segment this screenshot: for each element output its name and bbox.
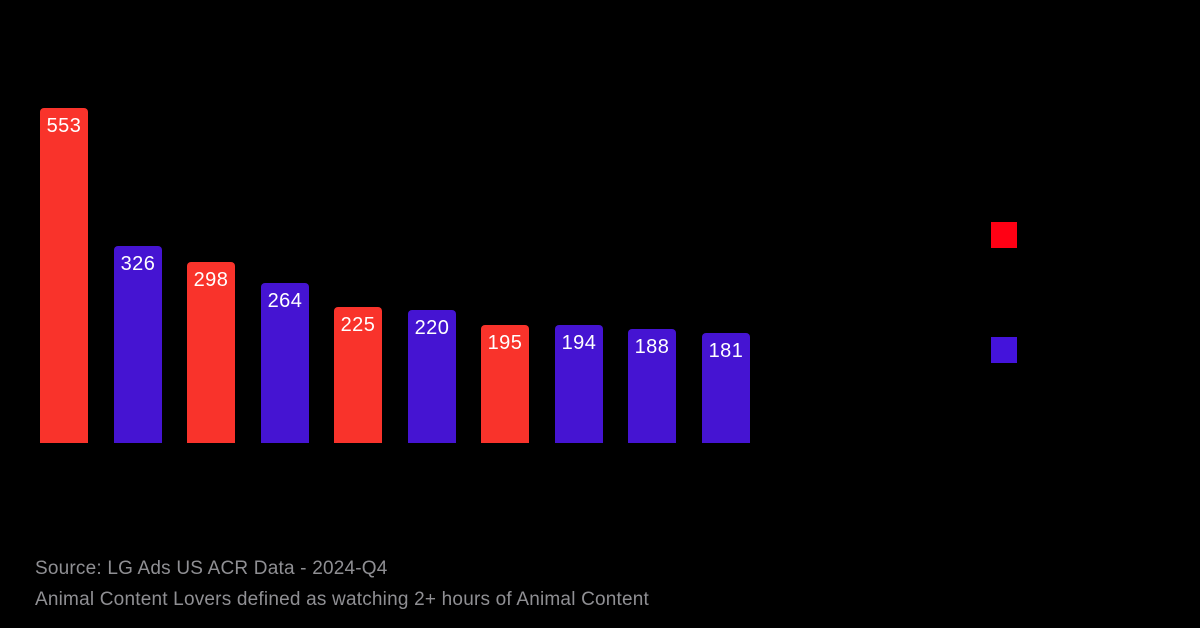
bar: 194 bbox=[555, 325, 603, 443]
bar-value-label: 220 bbox=[414, 317, 450, 339]
bar-value-label: 264 bbox=[267, 290, 303, 312]
bar-value-label: 326 bbox=[120, 253, 156, 275]
bar: 225 bbox=[334, 307, 382, 443]
bar-value-label: 225 bbox=[340, 314, 376, 336]
bar: 553 bbox=[40, 108, 88, 443]
bar: 264 bbox=[261, 283, 309, 443]
bar: 220 bbox=[408, 310, 456, 443]
bar: 188 bbox=[628, 329, 676, 443]
bar-value-label: 188 bbox=[634, 336, 670, 358]
bar: 326 bbox=[114, 246, 162, 443]
bar-value-label: 181 bbox=[708, 340, 744, 362]
definition-note: Animal Content Lovers defined as watchin… bbox=[35, 589, 650, 610]
footer-notes: Source: LG Ads US ACR Data - 2024-Q4 Ani… bbox=[35, 553, 649, 615]
bar-value-label: 194 bbox=[561, 332, 597, 354]
legend-swatch-red bbox=[991, 222, 1017, 248]
bar-chart-plot-area: 553 326 298 264 225 220 195 194 188 181 bbox=[40, 108, 750, 443]
bar: 298 bbox=[187, 262, 235, 443]
bar-value-label: 298 bbox=[193, 269, 229, 291]
source-note: Source: LG Ads US ACR Data - 2024-Q4 bbox=[35, 558, 388, 579]
bar-value-label: 553 bbox=[46, 115, 82, 137]
bar-value-label: 195 bbox=[487, 332, 523, 354]
bar: 195 bbox=[481, 325, 529, 443]
bar: 181 bbox=[702, 333, 750, 443]
legend-swatch-purple bbox=[991, 337, 1017, 363]
